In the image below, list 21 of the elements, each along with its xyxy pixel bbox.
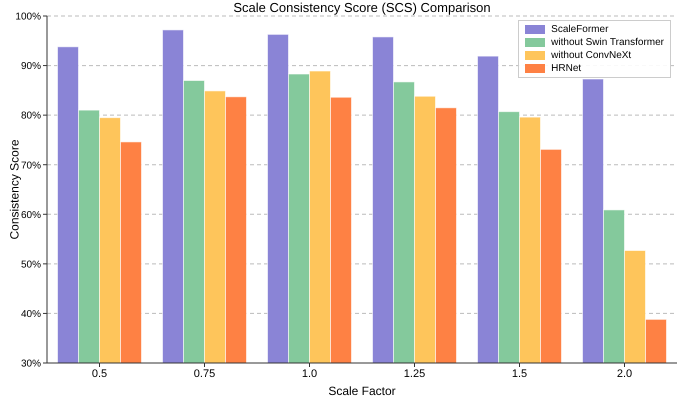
y-tick-label: 90% <box>20 61 42 72</box>
y-tick-label: 30% <box>20 358 42 370</box>
x-tick-label: 0.5 <box>92 368 108 380</box>
x-axis-title: Scale Factor <box>328 384 396 398</box>
x-tick-label: 1.5 <box>512 368 528 380</box>
y-tick-label: 80% <box>20 110 42 122</box>
x-tick-label: 2.0 <box>616 368 632 380</box>
legend-label: without Swin Transformer <box>551 36 664 49</box>
x-tick-label: 1.0 <box>302 368 318 380</box>
legend-label: ScaleFormer <box>551 23 608 36</box>
y-tick-label: 70% <box>20 160 42 172</box>
x-tick-label: 0.75 <box>194 368 216 380</box>
chart-title: Scale Consistency Score (SCS) Comparison <box>232 0 492 15</box>
x-tick-label: 1.25 <box>404 368 426 380</box>
legend-label: without ConvNeXt <box>551 49 632 62</box>
y-tick-label: 50% <box>20 259 42 270</box>
y-tick-label: 60% <box>20 210 42 221</box>
y-axis-title: Consistency Score <box>7 139 22 240</box>
legend-label: HRNet <box>551 62 582 75</box>
y-tick-label: 40% <box>20 308 42 320</box>
y-tick-label: 100% <box>15 12 42 23</box>
